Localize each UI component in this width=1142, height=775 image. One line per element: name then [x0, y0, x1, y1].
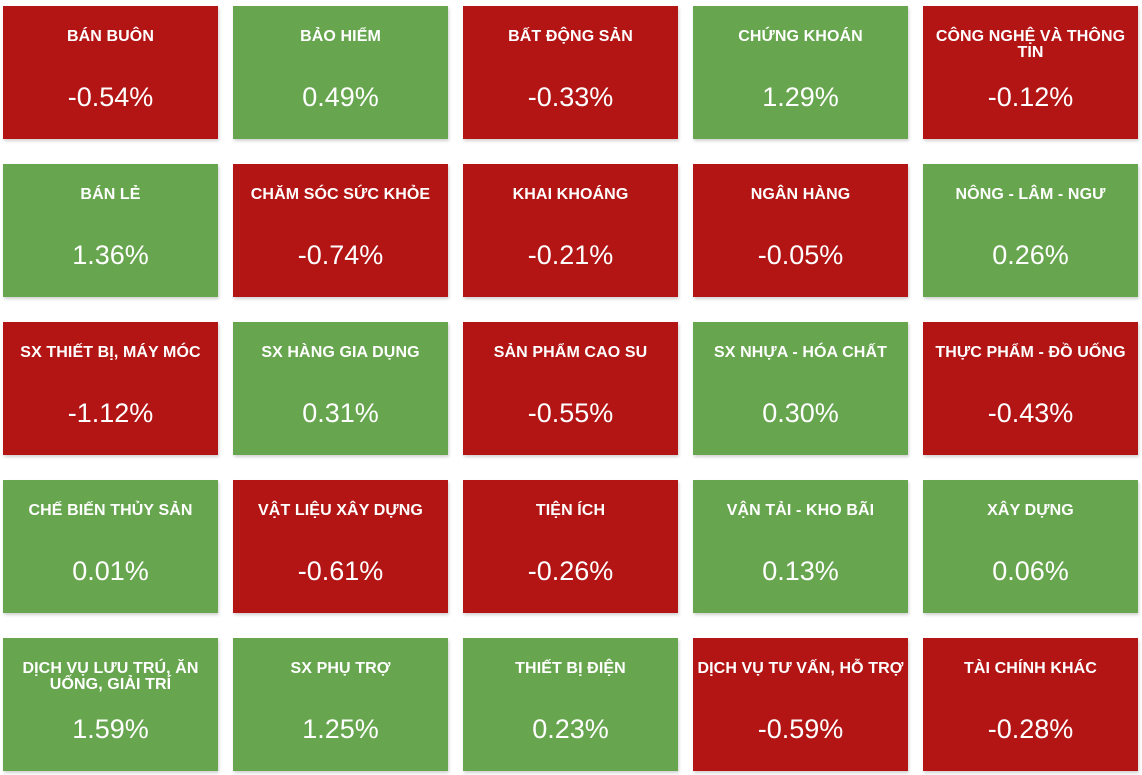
- sector-tile[interactable]: BẤT ĐỘNG SẢN -0.33%: [463, 6, 678, 139]
- sector-name: BÁN LẺ: [80, 186, 141, 203]
- sector-change: 1.25%: [302, 714, 379, 744]
- sector-tile[interactable]: BẢO HIỂM 0.49%: [233, 6, 448, 139]
- sector-name: DỊCH VỤ TƯ VẤN, HỖ TRỢ: [697, 660, 904, 677]
- sector-tile[interactable]: SX THIẾT BỊ, MÁY MÓC -1.12%: [3, 322, 218, 455]
- sector-tile[interactable]: SX PHỤ TRỢ 1.25%: [233, 638, 448, 771]
- sector-name: BÁN BUÔN: [66, 28, 155, 45]
- sector-tile[interactable]: CÔNG NGHỆ VÀ THÔNG TIN -0.12%: [923, 6, 1138, 139]
- sector-tile[interactable]: SX HÀNG GIA DỤNG 0.31%: [233, 322, 448, 455]
- sector-name: SX THIẾT BỊ, MÁY MÓC: [20, 344, 201, 361]
- sector-change: -0.05%: [757, 240, 844, 270]
- sector-change: 0.26%: [992, 240, 1069, 270]
- sector-tile[interactable]: TÀI CHÍNH KHÁC -0.28%: [923, 638, 1138, 771]
- sector-name: CHẾ BIẾN THỦY SẢN: [28, 502, 193, 519]
- sector-name: THIẾT BỊ ĐIỆN: [515, 660, 626, 677]
- sector-change: -0.28%: [987, 714, 1074, 744]
- sector-change: -0.55%: [527, 398, 614, 428]
- sector-tile[interactable]: THIẾT BỊ ĐIỆN 0.23%: [463, 638, 678, 771]
- sector-name: VẬT LIỆU XÂY DỰNG: [258, 502, 423, 519]
- sector-change: -0.33%: [527, 82, 614, 112]
- sector-change: -0.61%: [297, 556, 384, 586]
- sector-tile[interactable]: CHĂM SÓC SỨC KHỎE -0.74%: [233, 164, 448, 297]
- sector-change: -0.43%: [987, 398, 1074, 428]
- sector-change: -1.12%: [67, 398, 154, 428]
- sector-tile[interactable]: TIỆN ÍCH -0.26%: [463, 480, 678, 613]
- sector-change: 0.30%: [762, 398, 839, 428]
- sector-tile[interactable]: THỰC PHẨM - ĐỒ UỐNG -0.43%: [923, 322, 1138, 455]
- sector-name: DỊCH VỤ LƯU TRÚ, ĂN UỐNG, GIẢI TRÍ: [22, 660, 199, 693]
- sector-tile[interactable]: DỊCH VỤ LƯU TRÚ, ĂN UỐNG, GIẢI TRÍ 1.59%: [3, 638, 218, 771]
- sector-name: SX NHỰA - HÓA CHẤT: [714, 344, 887, 361]
- sector-name: BẢO HIỂM: [300, 28, 381, 45]
- sector-change: 0.49%: [302, 82, 379, 112]
- sector-tile[interactable]: BÁN BUÔN -0.54%: [3, 6, 218, 139]
- sector-heatmap-grid: BÁN BUÔN -0.54% BẢO HIỂM 0.49% BẤT ĐỘNG …: [3, 6, 1138, 771]
- sector-change: -0.21%: [527, 240, 614, 270]
- sector-tile[interactable]: NÔNG - LÂM - NGƯ 0.26%: [923, 164, 1138, 297]
- sector-change: 1.59%: [72, 714, 149, 744]
- sector-change: 0.31%: [302, 398, 379, 428]
- sector-tile[interactable]: CHỨNG KHOÁN 1.29%: [693, 6, 908, 139]
- sector-tile[interactable]: XÂY DỰNG 0.06%: [923, 480, 1138, 613]
- sector-tile[interactable]: CHẾ BIẾN THỦY SẢN 0.01%: [3, 480, 218, 613]
- sector-change: 0.01%: [72, 556, 149, 586]
- sector-tile[interactable]: DỊCH VỤ TƯ VẤN, HỖ TRỢ -0.59%: [693, 638, 908, 771]
- sector-name: NÔNG - LÂM - NGƯ: [955, 186, 1106, 203]
- sector-change: 1.36%: [72, 240, 149, 270]
- sector-tile[interactable]: VẬN TẢI - KHO BÃI 0.13%: [693, 480, 908, 613]
- sector-change: 0.13%: [762, 556, 839, 586]
- sector-name: THỰC PHẨM - ĐỒ UỐNG: [935, 344, 1126, 361]
- sector-name: TÀI CHÍNH KHÁC: [964, 660, 1097, 677]
- sector-name: VẬN TẢI - KHO BÃI: [726, 502, 875, 519]
- sector-name: BẤT ĐỘNG SẢN: [508, 28, 633, 45]
- sector-tile[interactable]: SX NHỰA - HÓA CHẤT 0.30%: [693, 322, 908, 455]
- sector-name: SX PHỤ TRỢ: [290, 660, 391, 677]
- sector-change: 0.06%: [992, 556, 1069, 586]
- sector-name: TIỆN ÍCH: [535, 502, 606, 519]
- sector-name: SẢN PHẨM CAO SU: [493, 344, 648, 361]
- sector-change: -0.54%: [67, 82, 154, 112]
- sector-tile[interactable]: VẬT LIỆU XÂY DỰNG -0.61%: [233, 480, 448, 613]
- sector-change: -0.74%: [297, 240, 384, 270]
- sector-name: CÔNG NGHỆ VÀ THÔNG TIN: [935, 28, 1126, 61]
- sector-name: SX HÀNG GIA DỤNG: [261, 344, 420, 361]
- sector-tile[interactable]: BÁN LẺ 1.36%: [3, 164, 218, 297]
- sector-tile[interactable]: SẢN PHẨM CAO SU -0.55%: [463, 322, 678, 455]
- sector-name: NGÂN HÀNG: [750, 186, 851, 203]
- sector-tile[interactable]: NGÂN HÀNG -0.05%: [693, 164, 908, 297]
- sector-change: -0.59%: [757, 714, 844, 744]
- sector-name: KHAI KHOÁNG: [512, 186, 629, 203]
- sector-name: CHĂM SÓC SỨC KHỎE: [250, 186, 431, 203]
- sector-change: -0.26%: [527, 556, 614, 586]
- sector-name: XÂY DỰNG: [987, 502, 1074, 519]
- sector-change: 1.29%: [762, 82, 839, 112]
- sector-change: 0.23%: [532, 714, 609, 744]
- sector-tile[interactable]: KHAI KHOÁNG -0.21%: [463, 164, 678, 297]
- sector-name: CHỨNG KHOÁN: [738, 28, 863, 45]
- sector-change: -0.12%: [987, 82, 1074, 112]
